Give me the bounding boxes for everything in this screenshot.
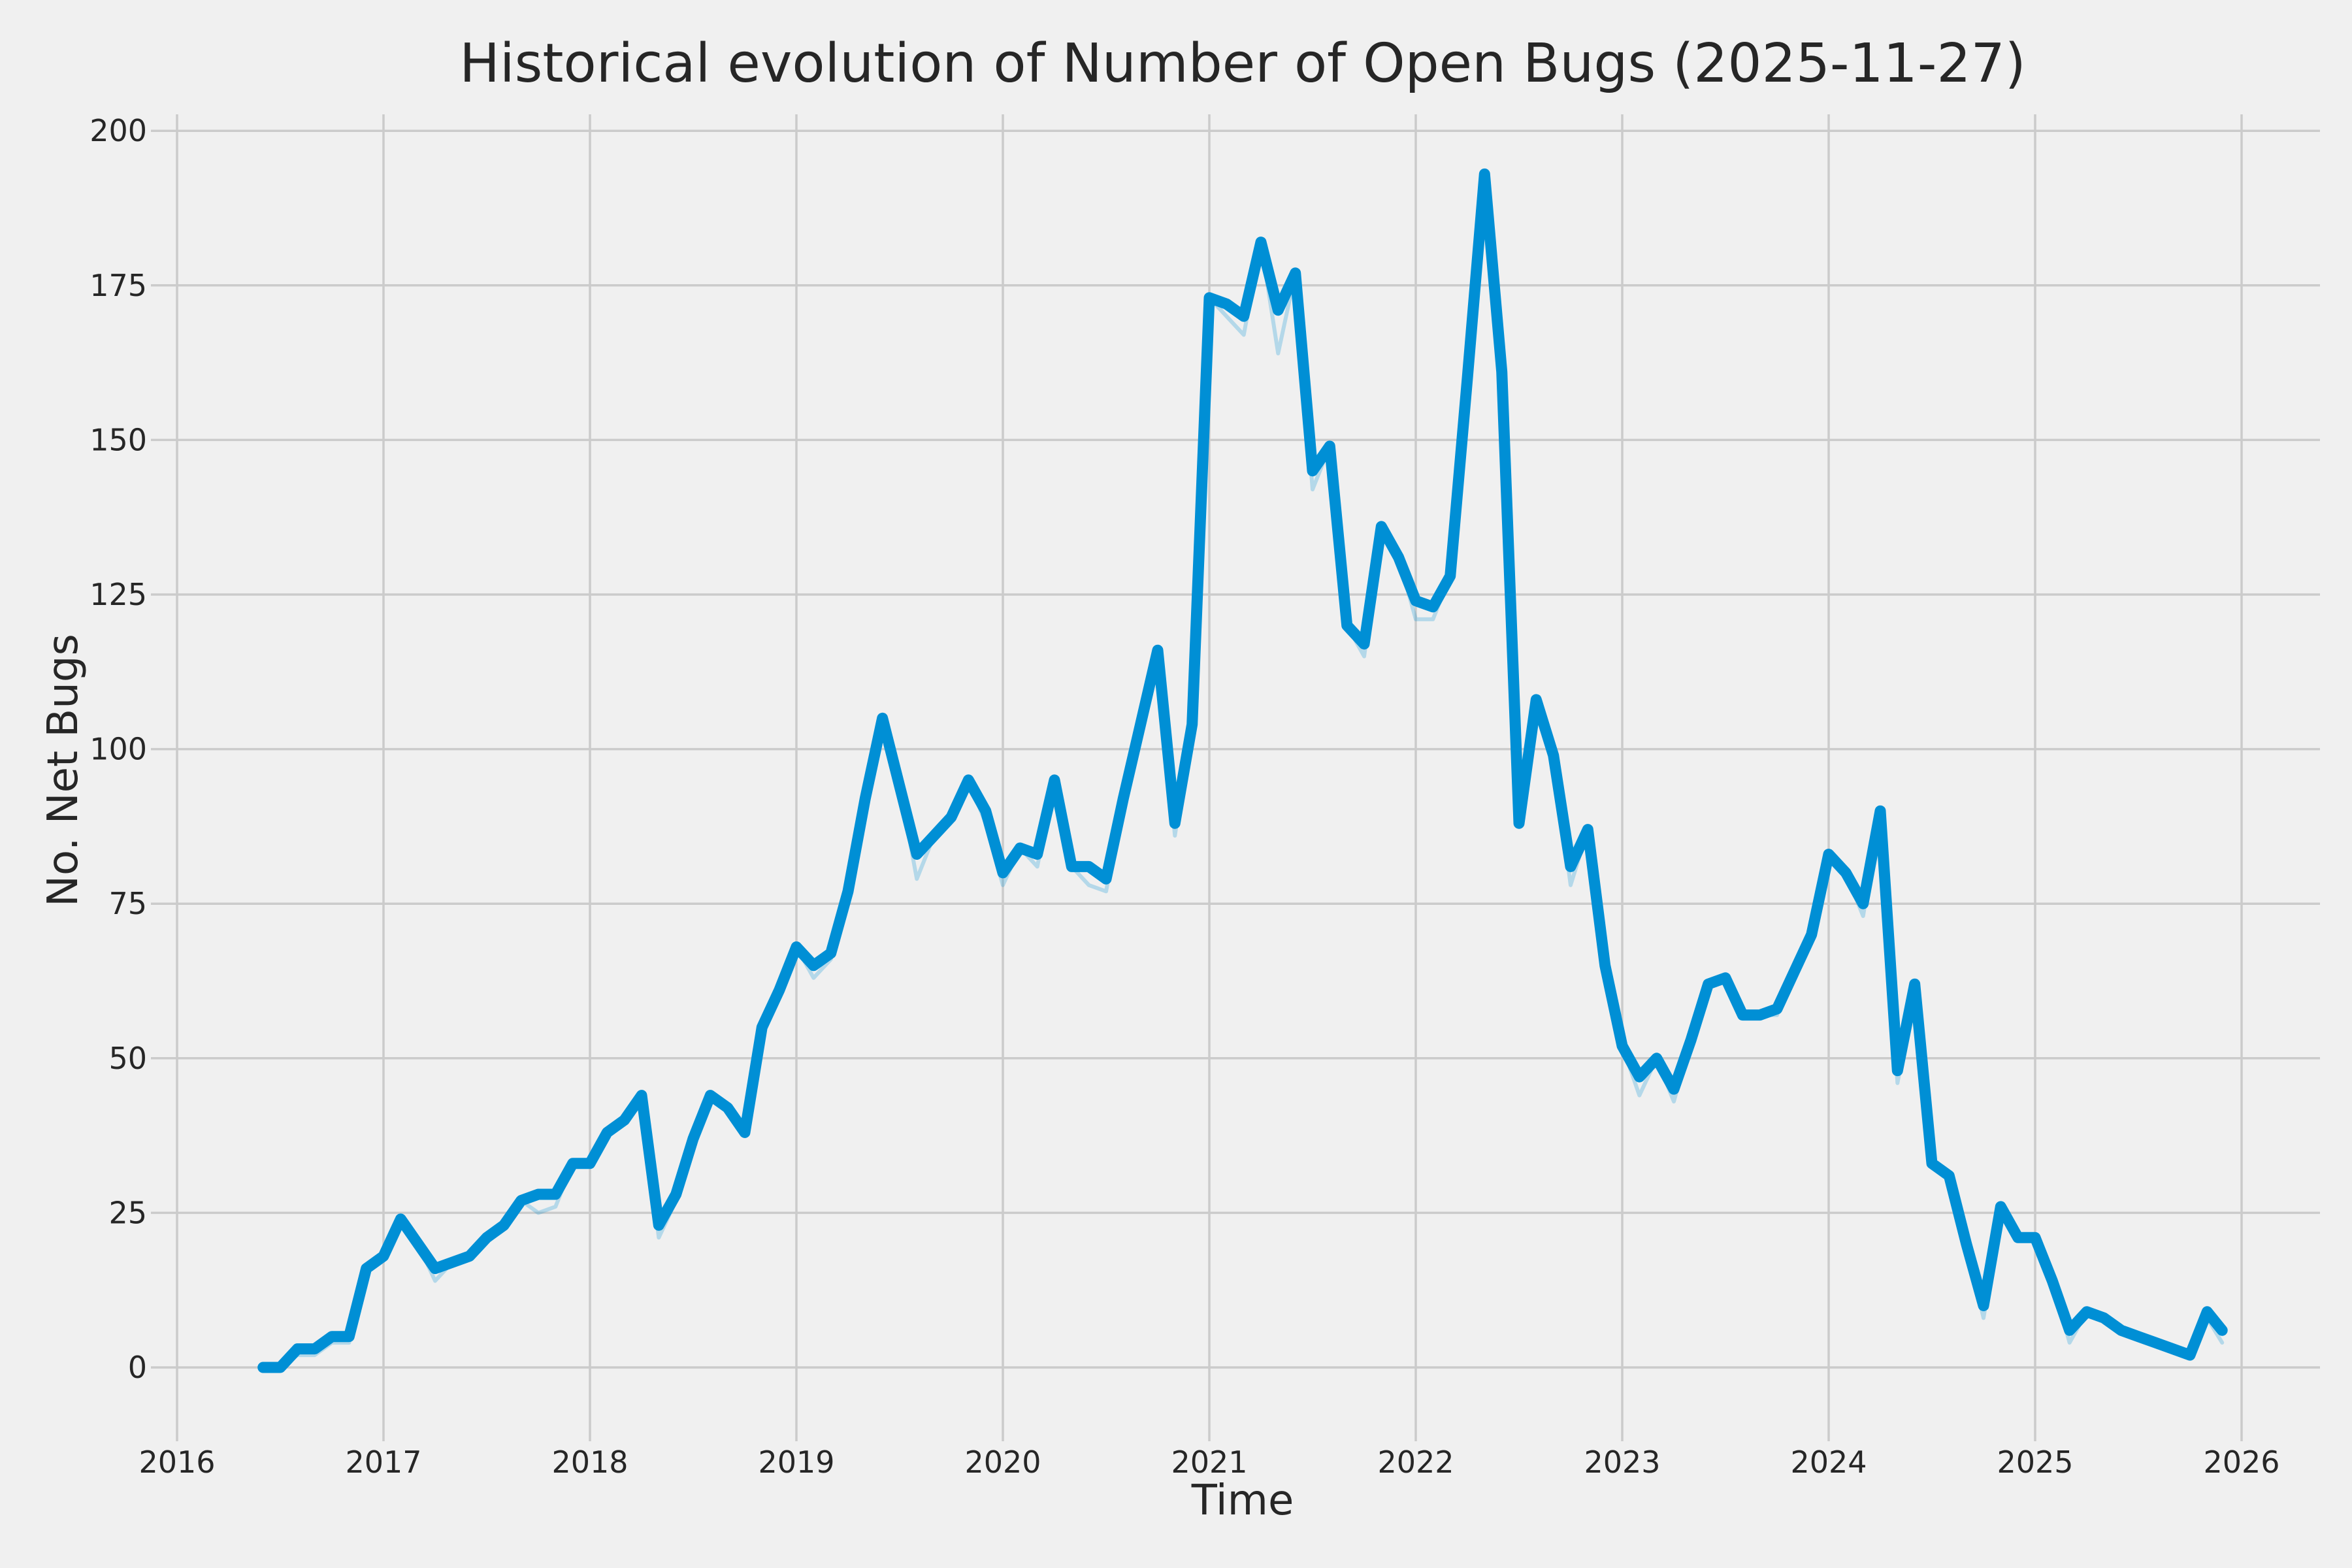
x-tick-label: 2017 xyxy=(345,1445,421,1480)
y-tick-label: 50 xyxy=(108,1041,147,1076)
series-layer xyxy=(257,168,2228,1373)
tick-labels: 2016 2017 2018 2019 2020 2021 2022 2023 2024 2025… xyxy=(90,113,2279,1480)
x-tick-label: 2019 xyxy=(758,1445,834,1480)
x-tick-label: 2025 xyxy=(1997,1445,2073,1480)
y-axis-label: No. Net Bugs xyxy=(39,634,88,907)
x-axis-label: Time xyxy=(1191,1477,1294,1525)
y-tick-label: 25 xyxy=(108,1195,147,1230)
y-tick-label: 0 xyxy=(128,1350,147,1385)
y-tick-label: 75 xyxy=(108,886,147,921)
chart-title: Historical evolution of Number of Open B… xyxy=(459,33,2026,95)
x-tick-label: 2021 xyxy=(1171,1445,1247,1480)
y-tick-label: 200 xyxy=(90,113,147,148)
x-tick-label: 2016 xyxy=(139,1445,215,1480)
y-tick-label: 100 xyxy=(90,732,147,767)
y-tick-label: 175 xyxy=(90,268,147,303)
x-tick-label: 2026 xyxy=(2203,1445,2279,1480)
open-bugs-line xyxy=(257,168,2228,1373)
x-tick-label: 2018 xyxy=(551,1445,628,1480)
y-tick-label: 150 xyxy=(90,422,147,457)
gridlines xyxy=(151,114,2320,1441)
x-tick-label: 2022 xyxy=(1377,1445,1454,1480)
x-tick-label: 2020 xyxy=(964,1445,1041,1480)
x-tick-label: 2023 xyxy=(1584,1445,1660,1480)
y-tick-label: 125 xyxy=(90,577,147,612)
x-tick-label: 2024 xyxy=(1790,1445,1867,1480)
